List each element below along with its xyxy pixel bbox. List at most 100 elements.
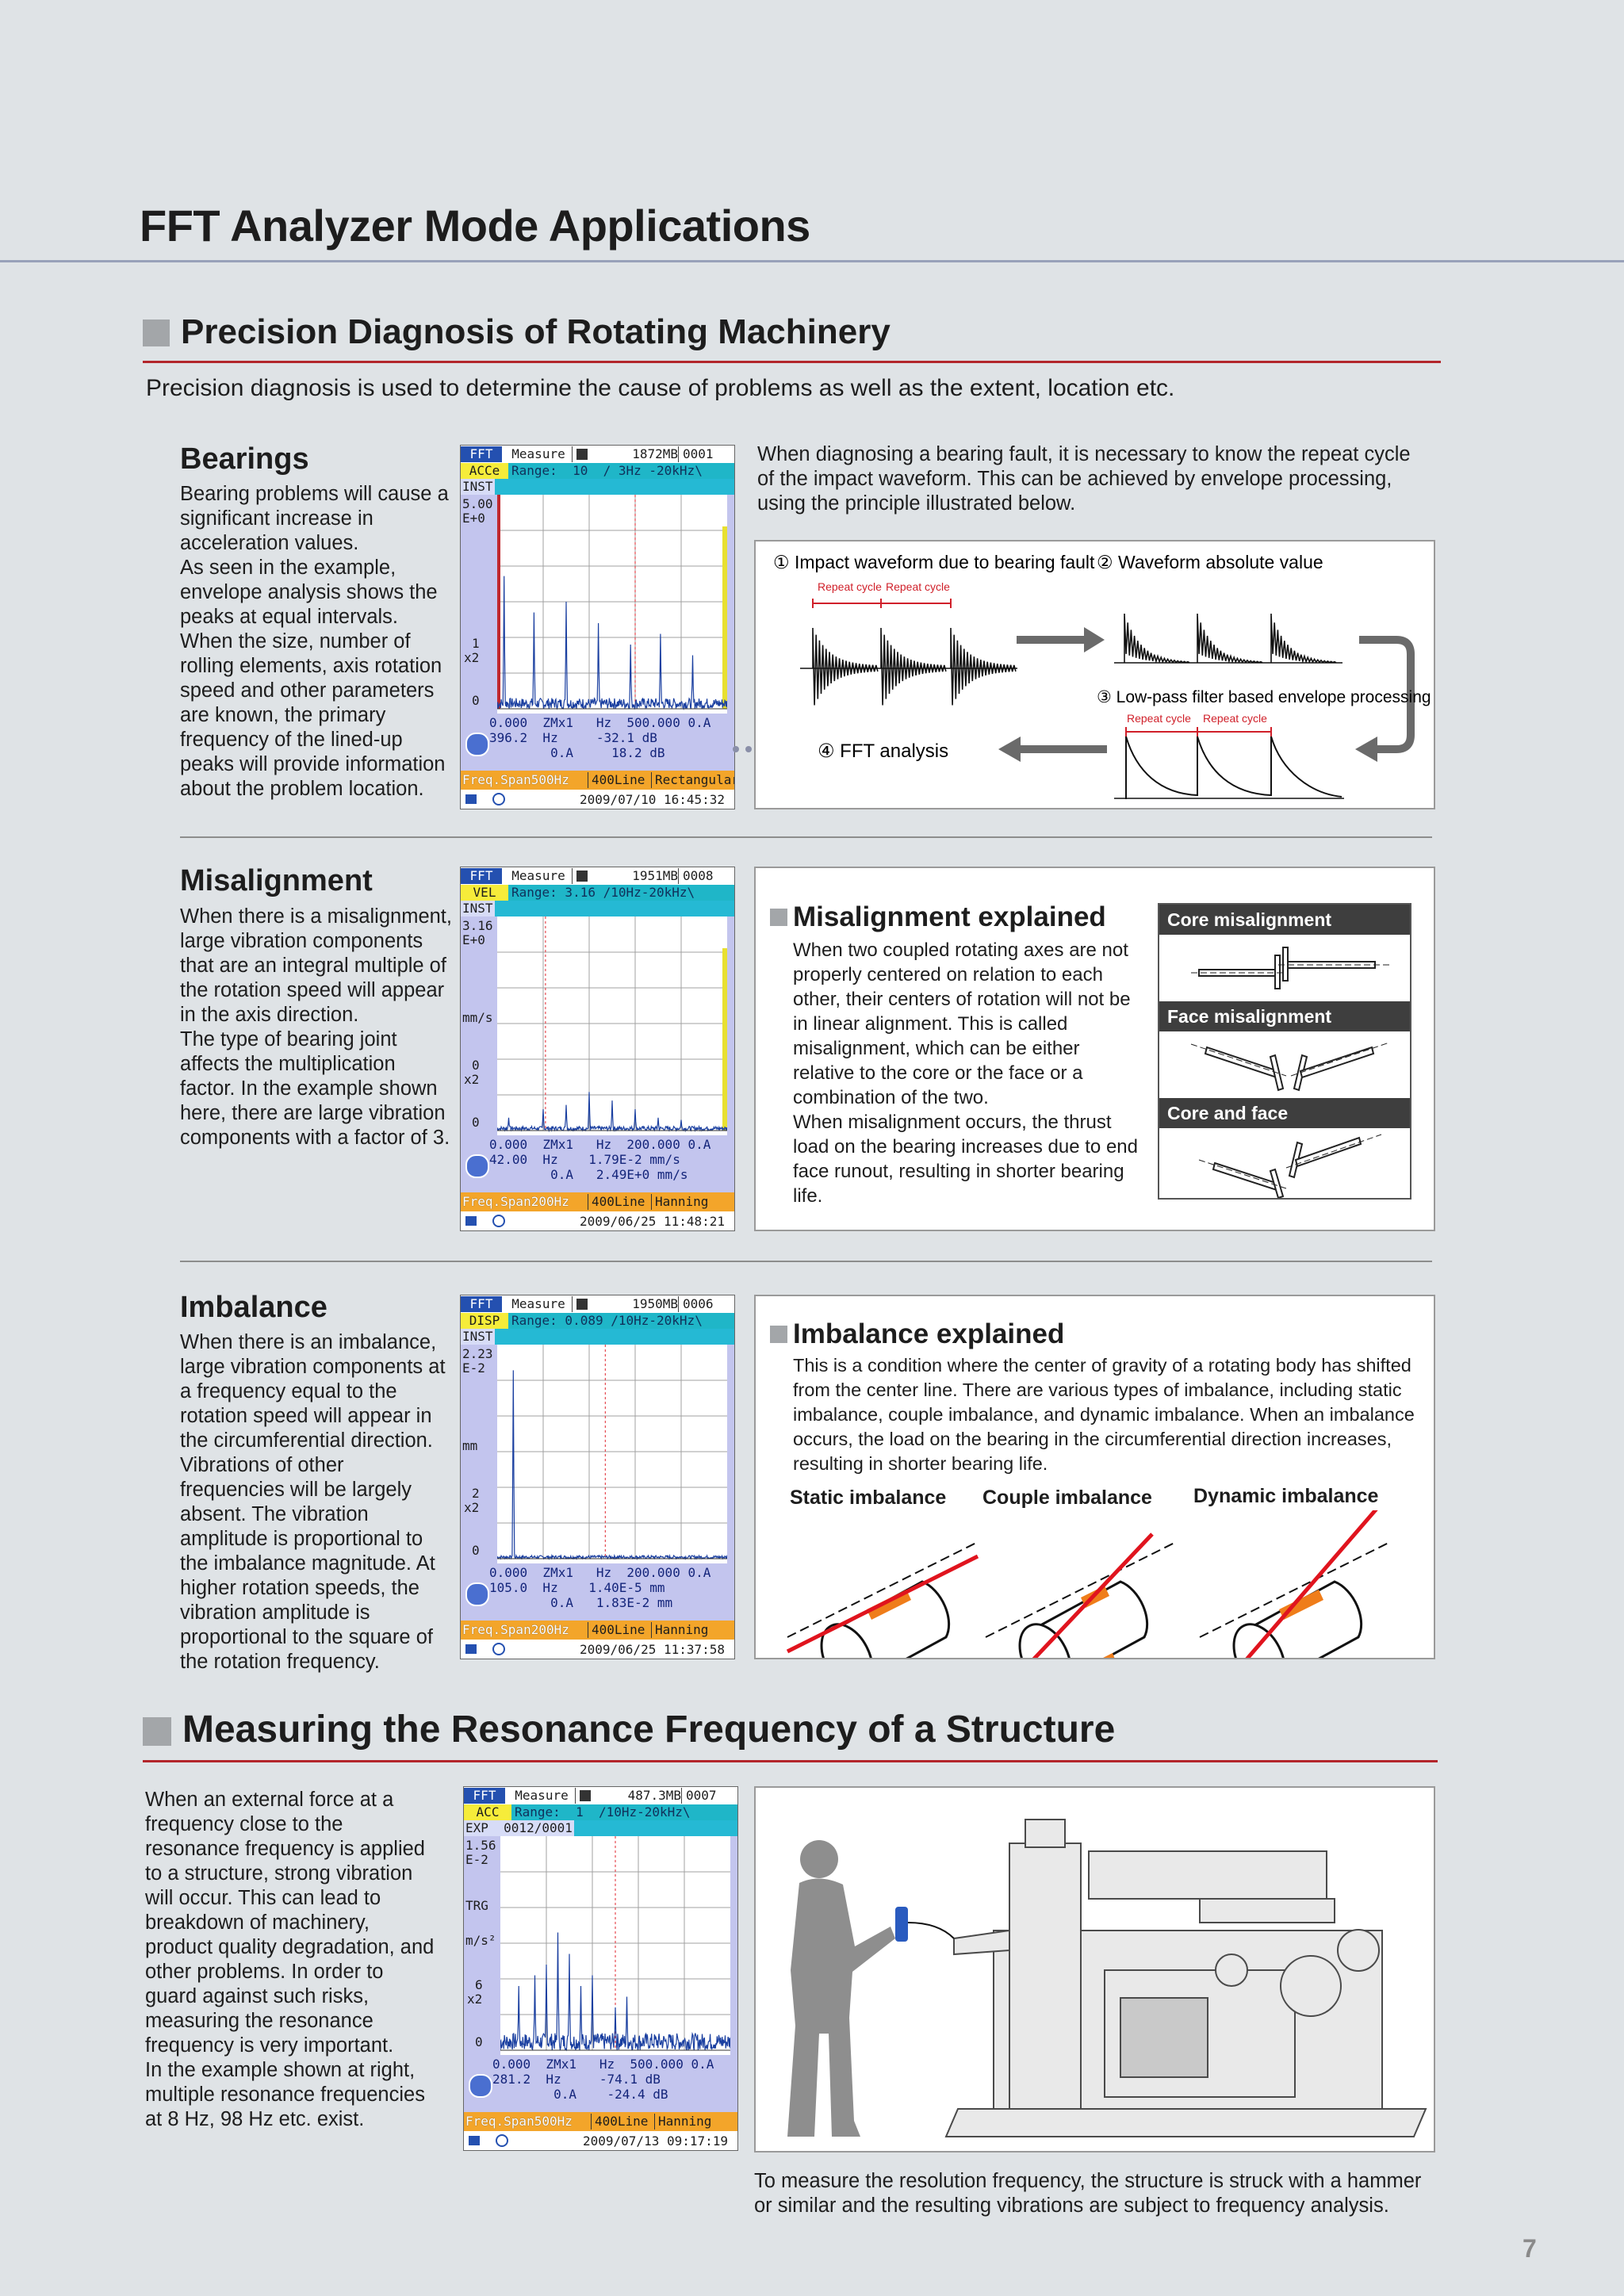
rotor-drawing — [1199, 1510, 1391, 1658]
screen-state: Measure — [505, 1296, 573, 1312]
weight — [1279, 1590, 1323, 1620]
status-icon — [492, 1643, 505, 1655]
separator — [180, 836, 1432, 838]
memory-icon — [576, 449, 588, 460]
timestamp: 2009/07/10 16:45:32 — [580, 792, 726, 807]
shape — [1204, 1046, 1280, 1079]
status-icon — [465, 1216, 477, 1226]
box-text: This is a condition where the center of … — [793, 1355, 1415, 1474]
section-heading: Measuring the Resonance Frequency of a S… — [182, 1709, 1116, 1751]
y-zero-label: 0 — [475, 2034, 483, 2049]
edge-marker — [722, 948, 727, 1131]
status-icon — [496, 2134, 508, 2147]
cursor-marker — [497, 495, 500, 709]
type-label: Core misalignment — [1159, 905, 1410, 935]
readout-line: 396.2 Hz -32.1 dB — [489, 730, 657, 745]
readout-line: 281.2 Hz -74.1 dB — [492, 2072, 661, 2087]
cylinder-end — [1232, 1623, 1286, 1658]
paragraph: When the size, number of rolling element… — [180, 630, 446, 800]
shape — [787, 1878, 895, 2137]
box-text: When two coupled rotating axes are not p… — [793, 938, 1146, 1208]
box-heading: Imbalance explained — [793, 1318, 1065, 1349]
analyzer-screen: FFT Measure 1951MB 0008 VEL Range: 3.16 /10Hz… — [460, 867, 735, 1231]
shape — [1025, 1819, 1066, 1848]
screen-number: 0007 — [686, 1788, 717, 1803]
center-line — [1190, 1042, 1390, 1077]
screen-number: 0006 — [683, 1296, 714, 1311]
readout-line: 0.000 ZMx1 Hz 200.000 0.A — [489, 1565, 711, 1580]
section-heading: Precision Diagnosis of Rotating Machiner… — [181, 312, 891, 351]
cable — [907, 1922, 955, 1939]
analyzer-screen: FFT Measure 487.3MB 0007 ACC Range: 1 /10Hz-2… — [463, 1786, 738, 2151]
shape — [733, 746, 739, 752]
screen-range: Range: 10 / 3Hz -20kHz\ — [511, 463, 703, 478]
footer-span: Freq.Span500Hz — [462, 772, 569, 787]
gear-icon — [465, 1154, 489, 1178]
y-zero-label: 0 — [472, 1543, 480, 1558]
y-scale-label: 5.00 — [462, 496, 493, 511]
screen-quantity: ACC — [464, 1804, 511, 1820]
footer-row — [461, 1621, 734, 1640]
rotor-drawing — [985, 1533, 1177, 1658]
footer-window: Hanning — [651, 1194, 708, 1210]
center-line — [985, 1541, 1177, 1638]
paragraph: When there is an imbalance, large vibrat… — [180, 1331, 446, 1673]
spectrum-plot — [497, 916, 727, 1135]
readout-line: 0.000 ZMx1 Hz 500.000 0.A — [492, 2057, 714, 2072]
type-label: Core and face misalignment — [1159, 1098, 1410, 1154]
cylinder — [833, 1580, 951, 1658]
y-mid-label: 6 — [475, 1977, 483, 1992]
type-label: Dynamic imbalance — [1193, 1485, 1379, 1507]
y-mid-label: x2 — [464, 1500, 480, 1515]
screen-quantity: VEL — [461, 885, 508, 901]
spectrum-plot — [500, 1836, 730, 2055]
absolute-waveform — [1114, 613, 1342, 664]
paragraph: The type of bearing joint affects the mu… — [180, 1028, 450, 1149]
repeat-cycle-label: Repeat cycle — [1127, 712, 1191, 725]
y-zero-label: 0 — [472, 1115, 480, 1130]
spectrum-trace — [497, 576, 727, 710]
y-mid-label: x2 — [467, 1992, 483, 2007]
timestamp: 2009/07/13 09:17:19 — [583, 2133, 729, 2149]
status-row — [464, 2131, 737, 2150]
y-unit-label: mm — [462, 1438, 478, 1453]
screen-mode: FFT — [464, 1788, 505, 1804]
screen-inst: EXP 0012/0001 — [464, 1820, 574, 1836]
y-scale-label: E-2 — [465, 1852, 488, 1867]
readout-line: 0.000 ZMx1 Hz 200.000 0.A — [489, 1137, 711, 1152]
readout-line: 0.A -24.4 dB — [492, 2087, 668, 2102]
cylinder — [1246, 1580, 1363, 1658]
shape — [1204, 1046, 1375, 1092]
envelope-diagram: ① Impact waveform due to bearing fault ②… — [754, 540, 1435, 809]
principal-axis — [786, 1554, 979, 1654]
screen-range: Range: 1 /10Hz-20kHz\ — [515, 1804, 691, 1820]
edge-marker — [722, 526, 727, 709]
footer-row — [461, 1192, 734, 1211]
y-mid-label: 1 — [472, 636, 480, 651]
repeat-bracket — [1125, 727, 1272, 737]
readout-line: 0.A 2.49E+0 mm/s — [489, 1167, 688, 1182]
spectrum-plot — [497, 495, 727, 714]
spectrum-trace — [497, 1092, 727, 1133]
status-row — [461, 790, 734, 809]
status-row — [461, 1640, 734, 1659]
footer-lines: 400Line — [588, 1194, 645, 1210]
gear-icon — [465, 733, 489, 756]
rotor-drawing — [786, 1541, 979, 1658]
range-row — [461, 1313, 734, 1329]
y-scale-label: 1.56 — [465, 1838, 496, 1853]
screen-quantity: ACCe — [461, 463, 508, 479]
footer-window: Rectangular — [651, 772, 734, 788]
y-unit-label: m/s² — [465, 1933, 496, 1948]
shape — [1088, 1850, 1327, 1900]
header-row — [461, 1295, 734, 1313]
y-scale-label: E+0 — [462, 932, 485, 947]
screen-inst: INST — [461, 1329, 495, 1345]
memory-icon — [576, 1299, 588, 1310]
shape — [1212, 1161, 1280, 1192]
cylinder-end — [820, 1623, 874, 1658]
screen-range: Range: 0.089 /10Hz-20kHz\ — [511, 1313, 703, 1328]
shape — [1009, 1843, 1082, 2110]
person — [787, 1840, 895, 2137]
